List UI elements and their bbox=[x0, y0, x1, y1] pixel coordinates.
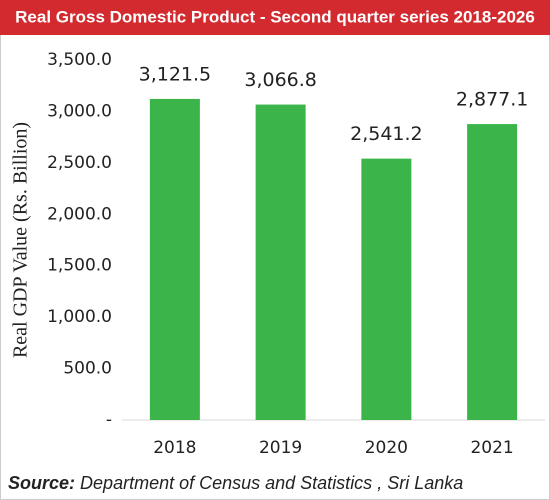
x-tick-label: 2020 bbox=[365, 438, 408, 458]
source: Source: Department of Census and Statist… bbox=[8, 473, 463, 493]
x-tick-label: 2019 bbox=[259, 438, 302, 458]
bar bbox=[361, 158, 412, 420]
y-tick-label: 2,500.0 bbox=[47, 153, 112, 173]
chart-title: Real Gross Domestic Product - Second qua… bbox=[15, 7, 535, 26]
bar bbox=[255, 104, 306, 421]
x-tick-label: 2021 bbox=[470, 438, 513, 458]
value-label: 3,066.8 bbox=[244, 69, 317, 91]
y-tick-label: 500.0 bbox=[63, 359, 112, 379]
bar bbox=[467, 124, 518, 421]
source-label: Source: bbox=[8, 473, 75, 493]
source-text: Department of Census and Statistics , Sr… bbox=[80, 473, 463, 493]
title-bar bbox=[0, 0, 550, 35]
value-label: 2,877.1 bbox=[456, 89, 529, 111]
y-tick-label: 3,000.0 bbox=[47, 101, 112, 121]
x-tick-label: 2018 bbox=[153, 438, 196, 458]
y-tick-label: 2,000.0 bbox=[47, 204, 112, 224]
y-tick-label: - bbox=[106, 410, 112, 430]
y-axis-title: Real GDP Value (Rs. Billion) bbox=[10, 122, 32, 358]
bar bbox=[149, 98, 200, 420]
y-tick-label: 1,000.0 bbox=[47, 307, 112, 327]
value-label: 3,121.5 bbox=[139, 63, 212, 85]
value-label: 2,541.2 bbox=[350, 123, 423, 145]
y-tick-label: 3,500.0 bbox=[47, 50, 112, 70]
y-tick-label: 1,500.0 bbox=[47, 256, 112, 276]
